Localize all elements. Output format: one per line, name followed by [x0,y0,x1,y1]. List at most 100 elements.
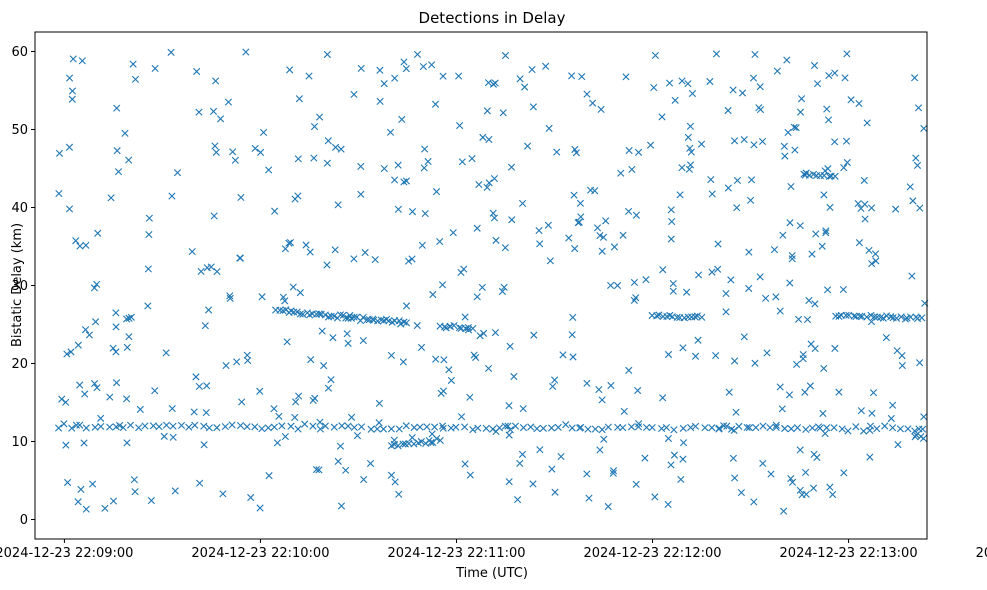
data-point [485,135,493,144]
data-point [224,98,233,106]
data-point [866,422,875,430]
data-point [74,341,82,349]
data-point [867,318,876,326]
data-point [323,50,331,59]
data-point [457,413,466,421]
data-point [737,488,745,497]
data-point [395,425,403,433]
data-point [498,287,507,295]
data-point [283,338,291,346]
data-point [219,490,227,498]
data-point [506,342,514,350]
data-point [69,55,77,63]
data-point [200,441,208,449]
data-point [464,326,473,334]
data-point [673,313,681,321]
data-point [296,310,304,318]
data-point [331,143,340,151]
data-point [731,357,739,365]
data-point [256,148,265,156]
data-point [756,83,764,91]
data-point [856,312,864,320]
data-point [129,60,137,68]
data-point [213,424,221,432]
data-point [141,422,149,430]
data-point [732,408,740,416]
data-point [63,350,71,358]
data-point [772,421,780,429]
data-point [429,290,437,299]
data-point [329,334,337,342]
data-point [357,64,365,73]
data-point [375,399,383,407]
data-point [305,72,313,80]
data-point [68,87,77,95]
data-point [684,80,692,88]
data-point [201,322,209,330]
data-point [609,467,618,475]
data-point [244,357,252,365]
data-point [113,104,121,112]
data-point [745,284,753,293]
data-point [408,434,416,442]
data-point [796,108,805,116]
data-point [243,423,251,431]
data-point [860,176,868,185]
data-point [237,193,245,202]
data-point [591,187,599,195]
data-point [62,398,70,406]
data-point [707,175,715,184]
data-point [320,362,328,370]
data-point [93,280,101,288]
data-point [144,302,152,310]
data-point [733,204,741,212]
data-point [350,90,358,99]
data-point [867,204,876,212]
data-point [279,293,287,301]
data-point [233,358,241,366]
data-point [316,113,324,121]
data-point [511,422,520,430]
data-point [160,432,168,440]
data-point [167,48,175,56]
data-point [408,208,417,216]
data-point [646,141,655,149]
data-point [628,165,636,174]
data-point [324,384,333,392]
data-point [842,311,850,319]
data-point [447,376,455,385]
data-point [188,247,196,256]
data-point [642,276,650,284]
data-point [551,376,559,384]
data-point [360,475,368,484]
data-point [651,51,660,60]
data-point [750,498,758,506]
y-axis-label: Bistatic Delay (km) [10,223,25,347]
data-point [291,413,299,422]
data-point [820,191,828,199]
data-point [791,146,799,154]
data-point [346,311,354,320]
data-point [518,199,527,207]
data-point [751,359,759,367]
data-point [231,156,239,164]
data-point [394,161,402,169]
data-point [521,83,529,91]
data-point [437,389,445,397]
data-point [528,65,536,74]
data-point [60,420,68,428]
data-point [213,268,221,276]
data-point [835,388,843,396]
data-point [818,242,826,250]
data-point [569,353,577,361]
data-point [489,80,497,88]
data-point [619,424,627,432]
data-point [574,219,582,227]
data-point [185,423,193,431]
data-point [211,142,219,150]
data-point [361,248,369,257]
data-point [577,213,585,221]
data-point [821,167,829,175]
data-point [568,72,576,80]
data-point [730,137,739,145]
